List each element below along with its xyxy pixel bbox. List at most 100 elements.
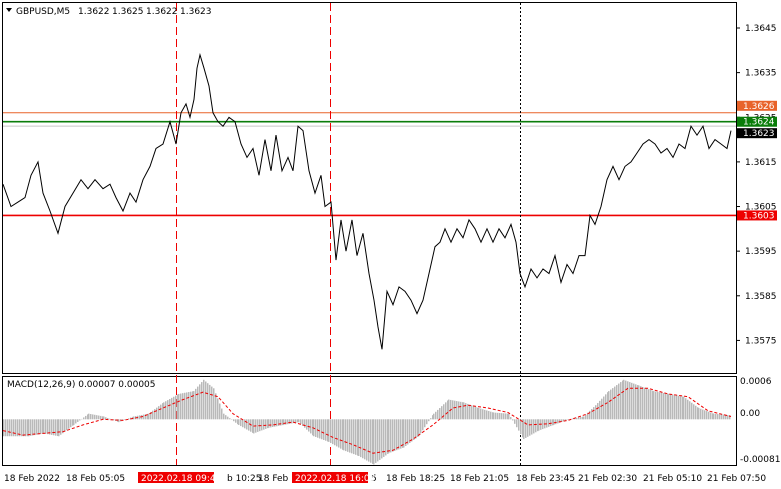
macd-bar [175, 395, 177, 420]
macd-bar [608, 391, 610, 420]
macd-bar [293, 419, 295, 424]
macd-bar [447, 400, 449, 420]
macd-bar [723, 414, 725, 420]
macd-bar [147, 413, 149, 420]
macd-bar [676, 395, 678, 420]
macd-bar [433, 413, 435, 420]
macd-bar [139, 415, 141, 420]
symbol-label: GBPUSD,M5 [16, 7, 70, 17]
macd-bar [430, 418, 432, 420]
macd-bar [708, 411, 710, 420]
macd-bar [625, 380, 627, 420]
macd-bar [488, 411, 490, 420]
macd-pane-frame [2, 376, 737, 466]
macd-bar [482, 409, 484, 420]
macd-bar [670, 394, 672, 420]
macd-bar [169, 399, 171, 420]
time-tick-label: 5 [371, 474, 377, 484]
macd-bar [402, 419, 404, 448]
macd-bar [637, 385, 639, 420]
macd-bar [411, 419, 413, 442]
macd-bar [700, 408, 702, 420]
horizontal-levels [3, 112, 736, 217]
macd-bar [70, 419, 72, 428]
level-tag-text-1: 1.3624 [743, 118, 775, 128]
macd-bar [221, 408, 223, 420]
macd-bar [118, 419, 120, 423]
macd-bar [244, 419, 246, 429]
macd-bar [92, 414, 94, 420]
macd-bar [390, 419, 392, 453]
time-tick-label: 18 Feb 21:05 [450, 474, 509, 484]
macd-bar [518, 419, 520, 431]
macd-bar [415, 419, 417, 439]
macd-bar [537, 419, 539, 432]
macd-bar [342, 419, 344, 450]
macd-bar [353, 419, 355, 455]
macd-bar [582, 416, 584, 420]
time-tick-label: 21 Feb 07:50 [707, 474, 766, 484]
macd-bar [493, 412, 495, 420]
macd-bar [280, 419, 282, 426]
macd-bar [207, 383, 209, 420]
macd-bar [327, 419, 329, 442]
macd-bar [152, 410, 154, 420]
macd-bar [614, 386, 616, 420]
macd-bar [96, 415, 98, 420]
collapse-triangle-icon[interactable] [6, 8, 12, 12]
macd-bar [542, 419, 544, 430]
macd-bar [392, 419, 394, 452]
macd-bar [107, 417, 109, 420]
macd-bar [336, 419, 338, 447]
macd-bar [302, 419, 304, 426]
macd-bar [317, 419, 319, 438]
macd-bar [616, 385, 618, 420]
macd-bar [387, 419, 389, 454]
macd-bar [432, 415, 434, 420]
macd-bar [565, 419, 567, 421]
macd-bar [148, 413, 150, 420]
macd-bar [45, 419, 47, 434]
macd-bar [213, 388, 215, 420]
price-tick-label: 1.3615 [745, 158, 777, 168]
macd-bar [285, 419, 287, 425]
macd-bar [34, 419, 36, 436]
macd-bar [103, 416, 105, 420]
price-tick-label: 1.3645 [745, 24, 777, 34]
macd-bar [289, 419, 291, 424]
macd-bar [364, 419, 366, 460]
macd-bar [648, 389, 650, 420]
ohlc-close: 1.3623 [180, 7, 212, 17]
macd-bar [435, 411, 437, 420]
macd-bar [282, 419, 284, 426]
macd-bar [385, 419, 387, 456]
macd-bar [710, 412, 712, 420]
macd-bar [640, 386, 642, 420]
macd-bar [682, 396, 684, 420]
macd-bar [729, 415, 731, 420]
macd-bar [486, 410, 488, 420]
macd-bar [295, 419, 297, 423]
macd-bar [186, 392, 188, 420]
macd-bar [283, 419, 285, 425]
macd-axis: 0.0006 0.00 -0.00081 [740, 377, 780, 465]
macd-bar [66, 419, 68, 431]
macd-bar [721, 414, 723, 420]
macd-bar [396, 419, 398, 451]
macd-bar [490, 411, 492, 420]
macd-bar [663, 392, 665, 420]
macd-bar [38, 419, 40, 435]
macd-bar [291, 419, 293, 424]
macd-bar [75, 419, 77, 424]
macd-bar [601, 398, 603, 420]
macd-bar [555, 419, 557, 425]
macd-bar [725, 414, 727, 420]
macd-bar [680, 396, 682, 420]
macd-bar [550, 419, 552, 427]
macd-bar [607, 392, 609, 420]
macd-bar [563, 419, 565, 422]
macd-bar [578, 417, 580, 420]
macd-bar [712, 413, 714, 420]
macd-bar [98, 415, 100, 420]
macd-bar [603, 396, 605, 420]
